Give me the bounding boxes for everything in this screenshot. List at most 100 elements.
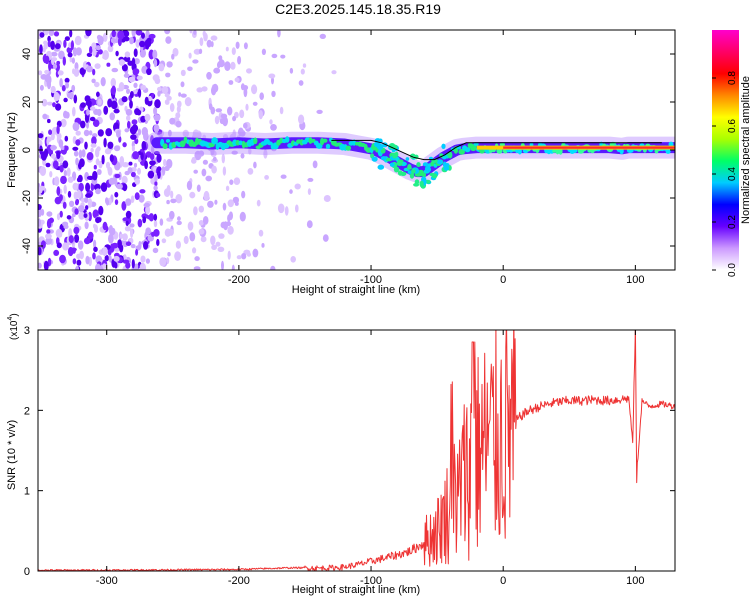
snr-x-tick-label: 0 (500, 575, 506, 587)
noise-speckle (124, 226, 131, 232)
noise-speckle (145, 205, 151, 215)
noise-speckle (68, 235, 74, 244)
noise-speckle (280, 54, 286, 59)
noise-speckle (198, 48, 203, 54)
noise-speckle (40, 240, 46, 249)
noise-speckle (133, 48, 138, 57)
noise-speckle (74, 35, 82, 46)
noise-speckle (130, 171, 136, 178)
snr-x-tick-label: 100 (626, 575, 644, 587)
noise-speckle (105, 128, 113, 137)
noise-speckle (84, 196, 89, 204)
noise-speckle (79, 158, 85, 168)
noise-speckle (114, 191, 119, 198)
noise-speckle (157, 90, 161, 97)
noise-speckle (280, 174, 287, 179)
noise-speckle (78, 205, 85, 213)
noise-speckle (46, 137, 50, 146)
dip-dot (392, 154, 397, 159)
snr-x-tick-label: -100 (360, 575, 382, 587)
noise-speckle (105, 197, 109, 205)
noise-speckle (202, 159, 208, 165)
dip-dot (389, 162, 395, 167)
noise-speckle (133, 162, 138, 168)
noise-speckle (133, 82, 138, 89)
noise-speckle (245, 103, 249, 111)
figure-title: C2E3.2025.145.18.35.R19 (275, 1, 441, 17)
noise-speckle (146, 214, 154, 220)
dip-dot (397, 170, 403, 176)
noise-speckle (70, 40, 74, 51)
noise-speckle (180, 69, 186, 77)
noise-speckle (50, 40, 55, 50)
noise-speckle (132, 151, 140, 160)
noise-speckle (221, 153, 225, 164)
noise-speckle (110, 77, 117, 88)
noise-speckle (130, 134, 137, 140)
noise-speckle (202, 30, 206, 37)
noise-speckle (104, 148, 112, 155)
noise-speckle (123, 36, 130, 42)
ridge-dot (285, 136, 290, 143)
noise-speckle (252, 248, 259, 258)
noise-speckle (131, 119, 138, 125)
dip-dot (407, 164, 412, 170)
ridge-dot (665, 148, 671, 154)
noise-speckle (91, 78, 96, 84)
dip-dot (444, 163, 450, 167)
noise-speckle (137, 88, 142, 98)
snr-y-tick-label: 0 (24, 566, 30, 578)
noise-speckle (129, 100, 133, 109)
noise-speckle (136, 109, 142, 116)
noise-speckle (113, 255, 120, 262)
noise-speckle (129, 36, 134, 45)
noise-speckle (114, 145, 120, 152)
noise-speckle (167, 252, 171, 257)
noise-speckle (118, 59, 125, 66)
noise-speckle (316, 109, 323, 114)
noise-speckle (154, 127, 158, 135)
noise-speckle (86, 152, 94, 161)
noise-speckle (103, 137, 107, 148)
noise-speckle (58, 50, 65, 60)
noise-speckle (85, 30, 92, 37)
noise-speckle (241, 190, 246, 199)
noise-speckle (93, 164, 97, 170)
dip-dot (409, 172, 415, 179)
noise-speckle (52, 160, 59, 169)
noise-speckle (210, 235, 216, 246)
spectrogram-y-tick-label: 0 (21, 147, 33, 153)
noise-speckle (67, 246, 74, 257)
ridge-dot (211, 137, 219, 145)
noise-speckle (118, 136, 122, 143)
noise-speckle (117, 30, 125, 40)
noise-speckle (115, 50, 119, 57)
noise-speckle (108, 233, 114, 244)
noise-speckle (88, 130, 93, 136)
noise-speckle (107, 45, 114, 53)
noise-speckle (225, 46, 229, 52)
noise-speckle (55, 228, 63, 238)
noise-speckle (147, 170, 155, 179)
noise-speckle (92, 202, 96, 207)
noise-speckle (106, 62, 111, 67)
noise-speckle (205, 175, 212, 182)
dip-dot (443, 165, 450, 171)
noise-speckle (129, 126, 137, 135)
noise-speckle (63, 39, 67, 48)
noise-speckle (166, 61, 173, 68)
noise-speckle (67, 52, 73, 58)
noise-speckle (128, 76, 136, 83)
noise-speckle (289, 189, 293, 194)
noise-speckle (47, 35, 51, 43)
noise-speckle (243, 42, 248, 50)
noise-speckle (69, 57, 73, 63)
noise-speckle (143, 131, 149, 141)
noise-speckle (143, 241, 149, 250)
noise-speckle (227, 225, 234, 235)
noise-speckle (73, 226, 80, 235)
noise-speckle (69, 30, 73, 38)
noise-speckle (109, 112, 115, 121)
noise-speckle (94, 81, 100, 88)
